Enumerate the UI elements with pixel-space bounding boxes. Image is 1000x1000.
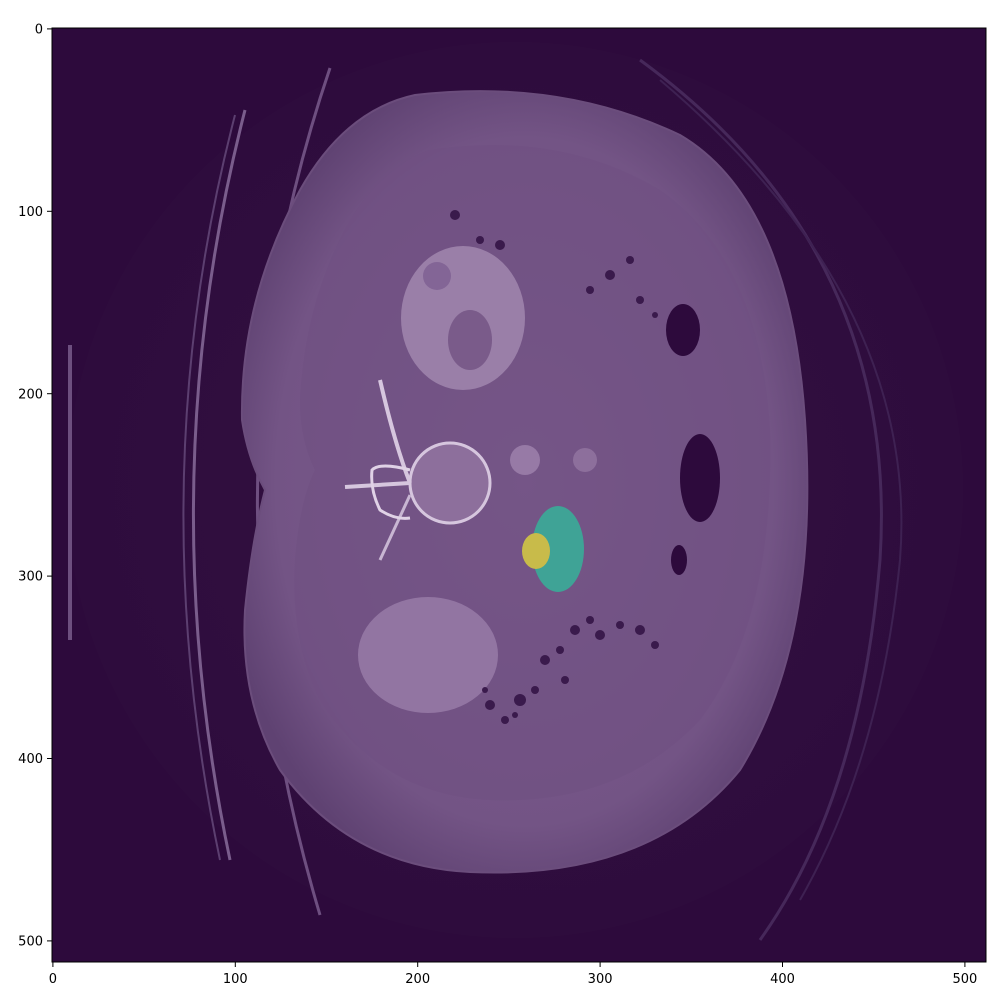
bowel-gas-1 [680, 434, 720, 522]
ct-image [52, 28, 986, 962]
x-tick-label: 200 [405, 972, 430, 987]
y-tick-label: 200 [18, 387, 43, 402]
aorta [510, 445, 540, 475]
y-tick-label: 100 [18, 205, 43, 220]
y-tick-label: 300 [18, 570, 43, 585]
x-axis: 0 100 200 300 400 500 [49, 962, 978, 987]
y-axis: 0 100 200 300 400 500 [18, 23, 52, 950]
x-tick-label: 500 [952, 972, 977, 987]
ivc [573, 448, 597, 472]
kidney-lower [358, 597, 498, 713]
x-tick-label: 0 [49, 972, 57, 987]
x-tick-label: 100 [223, 972, 248, 987]
y-tick-label: 500 [18, 935, 43, 950]
kidney-upper-hilum [448, 310, 492, 370]
segmentation-core [522, 533, 550, 569]
y-tick-label: 0 [35, 23, 43, 38]
bowel-gas-2 [666, 304, 700, 356]
bowel-gas-3 [671, 545, 687, 575]
x-tick-label: 400 [770, 972, 795, 987]
kidney-upper-cyst [423, 262, 451, 290]
x-tick-label: 300 [588, 972, 613, 987]
y-tick-label: 400 [18, 752, 43, 767]
